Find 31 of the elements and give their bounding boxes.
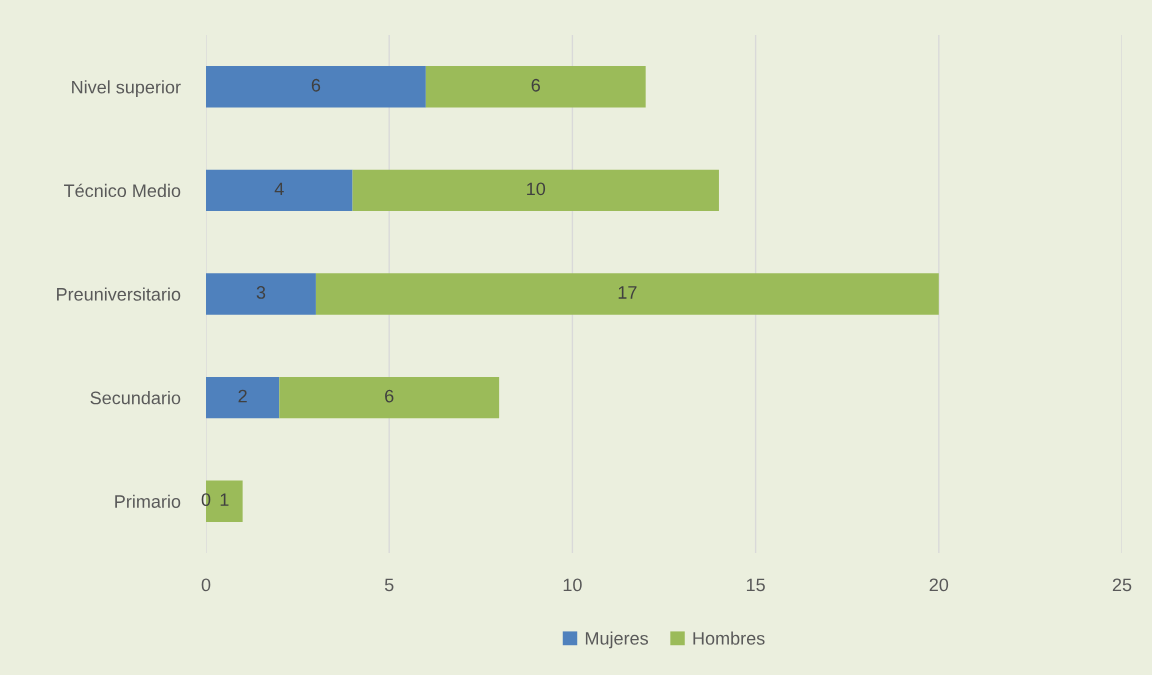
data-label: 3 — [256, 286, 266, 299]
y-tick-label: Preuniversitario — [57, 287, 181, 301]
data-label: 4 — [274, 182, 284, 196]
bar — [206, 273, 316, 315]
x-tick-label: 5 — [384, 578, 394, 592]
bar — [206, 169, 353, 212]
legend-label: Hombres — [693, 631, 765, 645]
x-tick-label: 0 — [201, 578, 211, 592]
data-label: 6 — [385, 389, 394, 403]
bar — [425, 66, 646, 108]
data-label: 10 — [527, 182, 546, 196]
x-tick-label: 20 — [929, 578, 949, 592]
data-label: 17 — [618, 286, 637, 299]
x-tick-label: 10 — [563, 578, 582, 592]
legend-label: Mujeres — [585, 631, 649, 649]
data-label: 6 — [311, 78, 321, 92]
bar — [352, 169, 719, 212]
y-tick-label: Nivel superior — [72, 80, 181, 98]
data-label: 0 — [201, 493, 211, 507]
data-label: 2 — [238, 389, 247, 403]
bar — [279, 376, 500, 419]
bar — [206, 66, 426, 108]
data-label: 1 — [220, 493, 229, 506]
x-tick-label: 25 — [1112, 578, 1132, 592]
y-tick-label: Primario — [115, 494, 181, 508]
y-tick-label: Secundario — [90, 391, 181, 405]
x-tick-label: 15 — [746, 578, 765, 592]
bar — [315, 273, 939, 315]
data-label: 6 — [531, 78, 540, 92]
y-tick-label: Técnico Medio — [64, 183, 181, 198]
bar — [206, 376, 280, 419]
